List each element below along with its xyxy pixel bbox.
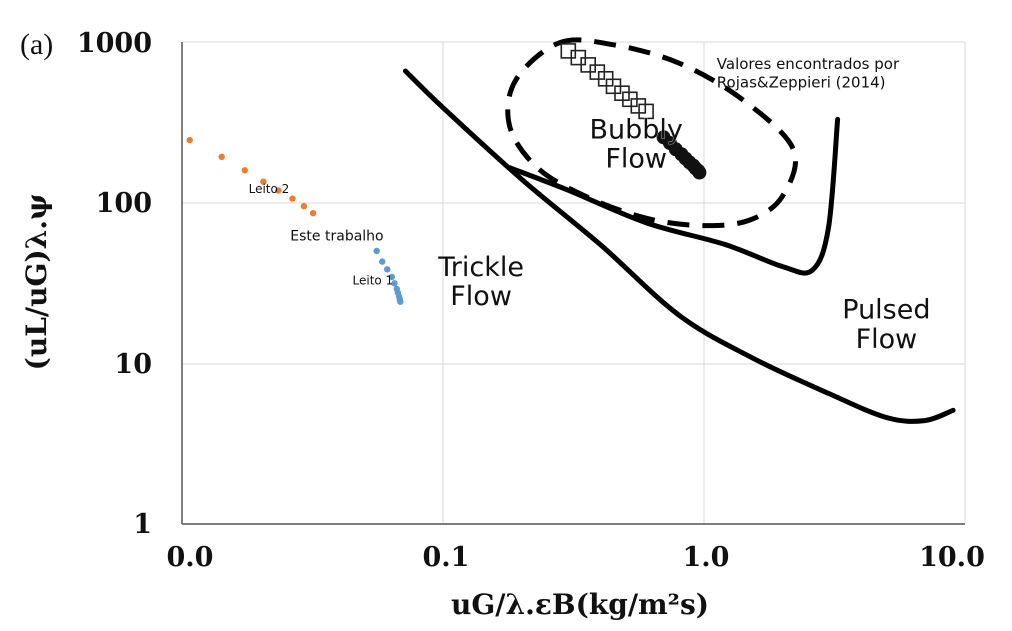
x-axis-label: uG/λ.εB(kg/m²s) bbox=[451, 588, 709, 621]
data-point-series-1-4 bbox=[391, 280, 398, 287]
boundary-trickle-pulsed bbox=[402, 68, 956, 424]
annotation-rojas-1: Valores encontrados por bbox=[717, 55, 900, 73]
y-tick-label-100: 100 bbox=[96, 188, 152, 219]
regime-label-pulsed-1: Pulsed bbox=[842, 295, 930, 326]
y-tick-label-1000: 1000 bbox=[77, 28, 152, 59]
y-tick-label-10: 10 bbox=[114, 349, 152, 380]
panel-label: (a) bbox=[20, 28, 53, 61]
boundary-bubbly-region-dashed bbox=[505, 37, 799, 229]
x-tick-label-10.0: 10.0 bbox=[919, 542, 985, 573]
data-point-series-0-7 bbox=[309, 210, 317, 217]
data-point-series-3-9 bbox=[692, 165, 707, 180]
x-tick-label-1.0: 1.0 bbox=[683, 542, 730, 573]
data-point-series-0-1 bbox=[218, 153, 225, 160]
regime-label-bubbly-1: Bubbly bbox=[589, 115, 682, 146]
data-point-series-1-1 bbox=[379, 258, 386, 265]
data-point-series-0-5 bbox=[289, 195, 296, 202]
annotation-este-trabalho: Este trabalho bbox=[290, 229, 383, 245]
data-point-series-0-6 bbox=[300, 203, 308, 210]
y-tick-label-1: 1 bbox=[133, 509, 152, 540]
annotation-leito-2: Leito 2 bbox=[249, 182, 290, 196]
boundary-lines bbox=[402, 37, 956, 424]
data-point-series-1-3 bbox=[388, 273, 396, 281]
data-point-series-1-2 bbox=[384, 266, 391, 273]
regime-label-bubbly-2: Flow bbox=[605, 144, 667, 175]
tick-labels: 1000 100 10 1 0.0 0.1 1.0 10.0 bbox=[77, 28, 985, 573]
data-point-series-0-2 bbox=[241, 167, 248, 174]
annotation-rojas-2: Rojas&Zeppieri (2014) bbox=[717, 74, 886, 92]
data-point-series-1-0 bbox=[373, 247, 380, 255]
axes bbox=[181, 42, 965, 525]
annotations: Bubbly Flow Trickle Flow Pulsed Flow Val… bbox=[249, 55, 931, 355]
data-point-series-1-9 bbox=[397, 298, 404, 305]
data-point-series-0-3 bbox=[260, 178, 267, 185]
regime-label-pulsed-2: Flow bbox=[856, 324, 918, 355]
data-point-series-2-9 bbox=[638, 103, 654, 120]
data-point-series-2-6 bbox=[614, 85, 630, 101]
x-tick-label-0.0: 0.0 bbox=[167, 542, 214, 573]
data-markers bbox=[186, 43, 707, 305]
y-axis-label: (uL/uG)λ.ψ bbox=[20, 194, 53, 371]
x-tick-label-0.1: 0.1 bbox=[423, 542, 470, 573]
regime-label-trickle-1: Trickle bbox=[437, 252, 524, 283]
data-point-series-0-0 bbox=[186, 136, 193, 144]
data-point-series-0-4 bbox=[275, 187, 282, 194]
regime-label-trickle-2: Flow bbox=[450, 281, 512, 312]
annotation-leito-1: Leito 1 bbox=[353, 273, 394, 287]
